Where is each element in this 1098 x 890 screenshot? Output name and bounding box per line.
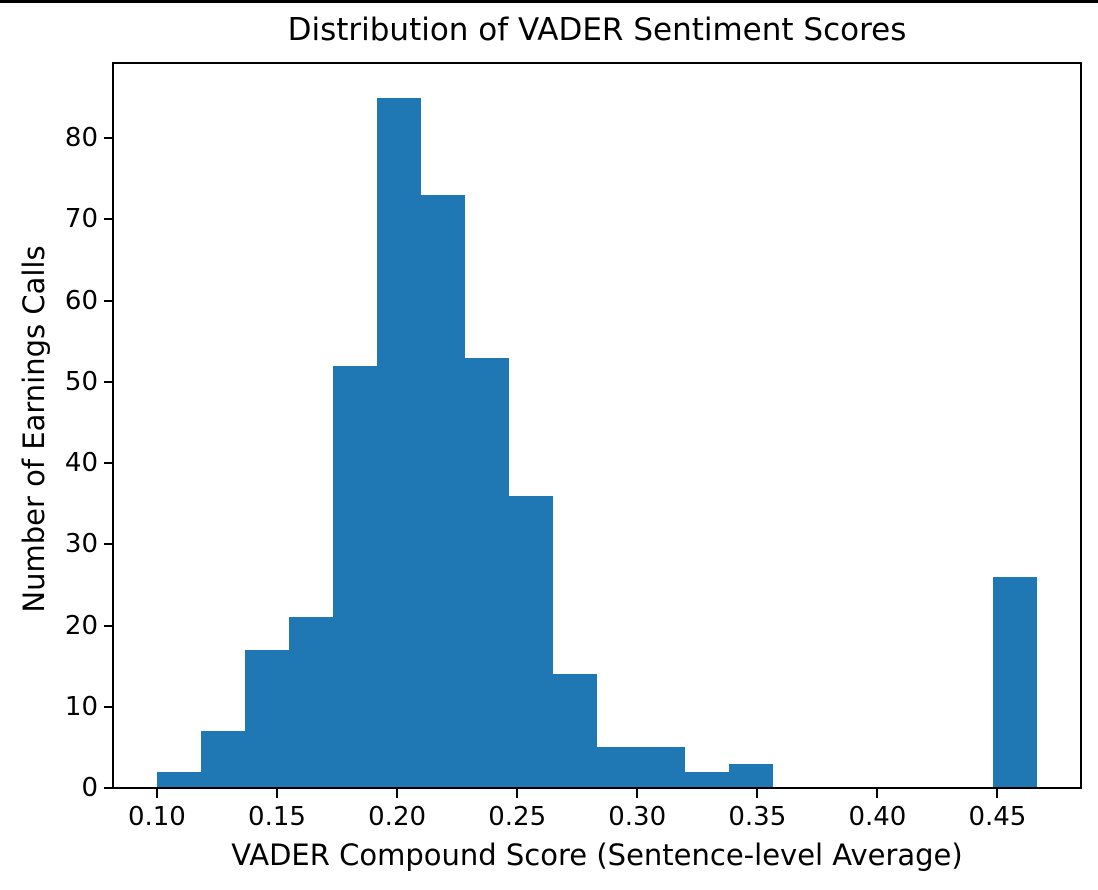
y-tick-label: 20: [64, 610, 98, 641]
plot-spine-box: [112, 62, 1082, 789]
x-axis-label: VADER Compound Score (Sentence-level Ave…: [231, 838, 963, 872]
y-tick-label: 60: [64, 285, 98, 316]
x-tick-mark: [276, 789, 278, 798]
y-tick-mark: [104, 380, 113, 383]
y-tick-mark: [104, 543, 113, 546]
y-tick-label: 0: [81, 773, 98, 803]
histogram-bar: [685, 771, 729, 788]
y-tick-mark: [104, 705, 113, 708]
x-tick-mark: [636, 789, 639, 798]
x-tick-mark: [996, 789, 999, 798]
x-tick-label: 0.20: [368, 802, 427, 832]
histogram-bar: [245, 649, 289, 788]
y-tick-label: 40: [64, 448, 98, 479]
histogram-bar: [553, 674, 597, 788]
histogram-bar: [729, 763, 773, 788]
histogram-bar: [509, 495, 553, 788]
histogram-bar: [377, 97, 421, 788]
screenshot-top-border: [0, 0, 1098, 3]
y-axis-label-text: Number of Earnings Calls: [17, 245, 51, 613]
histogram-bar: [333, 365, 377, 788]
y-tick-mark: [104, 624, 113, 627]
x-tick-mark: [516, 789, 519, 798]
x-tick-label: 0.35: [728, 802, 787, 832]
y-tick-mark: [104, 787, 113, 789]
y-tick-mark: [104, 299, 113, 302]
y-tick-label: 10: [64, 691, 98, 722]
x-tick-label: 0.15: [248, 802, 306, 832]
x-tick-label: 0.10: [127, 802, 186, 832]
y-tick-mark: [104, 218, 113, 221]
histogram-bar: [289, 617, 333, 788]
y-tick-mark: [104, 462, 113, 465]
x-tick-mark: [155, 789, 158, 798]
histogram-bar: [421, 195, 465, 788]
x-tick-mark: [396, 789, 399, 798]
histogram-bar: [201, 731, 245, 788]
y-tick-label: 80: [64, 123, 98, 154]
histogram-bar: [641, 747, 685, 788]
y-tick-label: 50: [64, 366, 98, 397]
y-tick-mark: [104, 137, 113, 140]
histogram-bar: [597, 747, 641, 788]
histogram-bar: [993, 576, 1037, 788]
x-tick-mark: [876, 789, 879, 798]
histogram-bar: [465, 357, 509, 788]
chart-title: Distribution of VADER Sentiment Scores: [287, 12, 907, 48]
histogram-bar: [156, 771, 201, 788]
x-tick-mark: [756, 789, 759, 798]
y-tick-label: 30: [64, 529, 98, 560]
x-tick-label: 0.45: [968, 802, 1027, 832]
x-tick-label: 0.25: [488, 802, 547, 832]
x-tick-label: 0.40: [848, 802, 907, 832]
x-tick-label: 0.30: [608, 802, 667, 832]
y-tick-label: 70: [64, 204, 98, 235]
